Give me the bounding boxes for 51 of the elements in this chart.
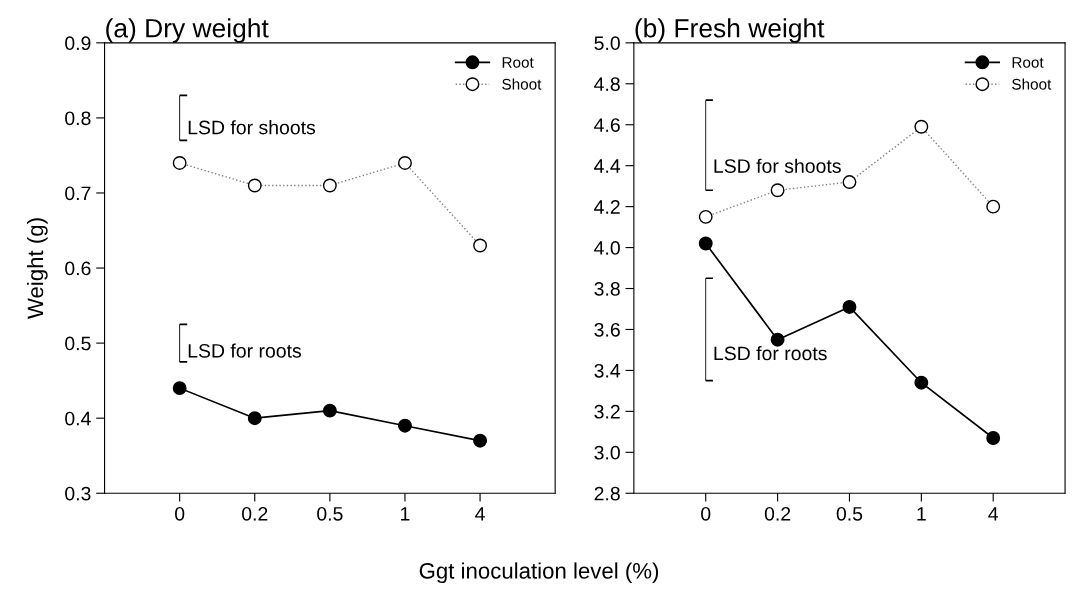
x-tick-label: 0: [701, 506, 711, 521]
point: [698, 236, 713, 251]
point: [914, 375, 929, 390]
y-tick-label: 0.8: [65, 111, 91, 126]
y-tick-label: 3.6: [594, 322, 620, 337]
y-tick-label: 0.5: [65, 336, 91, 351]
x-tick-label: 4: [988, 507, 999, 521]
point: [770, 332, 785, 347]
y-tick-label: 4.8: [594, 77, 620, 92]
point: [398, 418, 412, 433]
x-tick-label: 4: [475, 507, 485, 521]
y-tick-label: 0.6: [65, 261, 91, 276]
x-tick-label: 0.2: [764, 506, 791, 521]
series-label: LSD for roots: [714, 346, 827, 361]
legend-label: LSD for shoots: [188, 120, 316, 135]
x-tick-label: 1: [401, 507, 410, 521]
legend-label: Root: [502, 57, 534, 68]
point: [842, 300, 857, 314]
point: [986, 431, 1001, 445]
y-tick-label: 4.4: [594, 159, 621, 173]
x-tick-label: 1: [917, 507, 926, 521]
x-axis-title: Ggt inoculation level (%): [419, 562, 659, 584]
y-tick-label: 4.2: [594, 200, 620, 214]
y-tick-label: 0.9: [65, 36, 91, 51]
legend-label: Shoot: [1012, 78, 1052, 90]
y-tick-label: 5.0: [594, 36, 620, 51]
legend-label: Shoot: [502, 78, 542, 90]
y-tick-label: 0.4: [65, 411, 91, 426]
x-tick-label: 0: [175, 506, 185, 521]
y-tick-label: 0.7: [65, 186, 91, 201]
point: [172, 381, 187, 396]
chart-title: (b) Fresh weight: [635, 18, 825, 43]
x-tick-label: 0.5: [836, 506, 863, 521]
legend-label: Root: [1012, 57, 1044, 68]
series-label: LSD for shoots: [714, 158, 841, 173]
point: [322, 403, 337, 418]
y-tick-label: 3.2: [594, 404, 620, 419]
legend-label: LSD for roots: [188, 343, 302, 358]
x-tick-label: 0.5: [317, 506, 343, 521]
y-axis-title: Weight (g): [26, 218, 48, 319]
y-tick-label: 4.6: [594, 118, 620, 132]
x-tick-label: 0.2: [242, 506, 268, 521]
y-tick-label: 3.4: [594, 363, 621, 378]
y-tick-label: 3.0: [594, 445, 620, 460]
chart-title: (a) Dry weight: [106, 18, 269, 43]
y-tick-label: 3.8: [594, 281, 620, 296]
y-tick-label: 2.8: [594, 486, 620, 501]
point: [473, 433, 488, 448]
y-tick-label: 0.3: [65, 486, 91, 501]
point: [247, 411, 262, 426]
y-tick-label: 4.0: [594, 241, 620, 255]
